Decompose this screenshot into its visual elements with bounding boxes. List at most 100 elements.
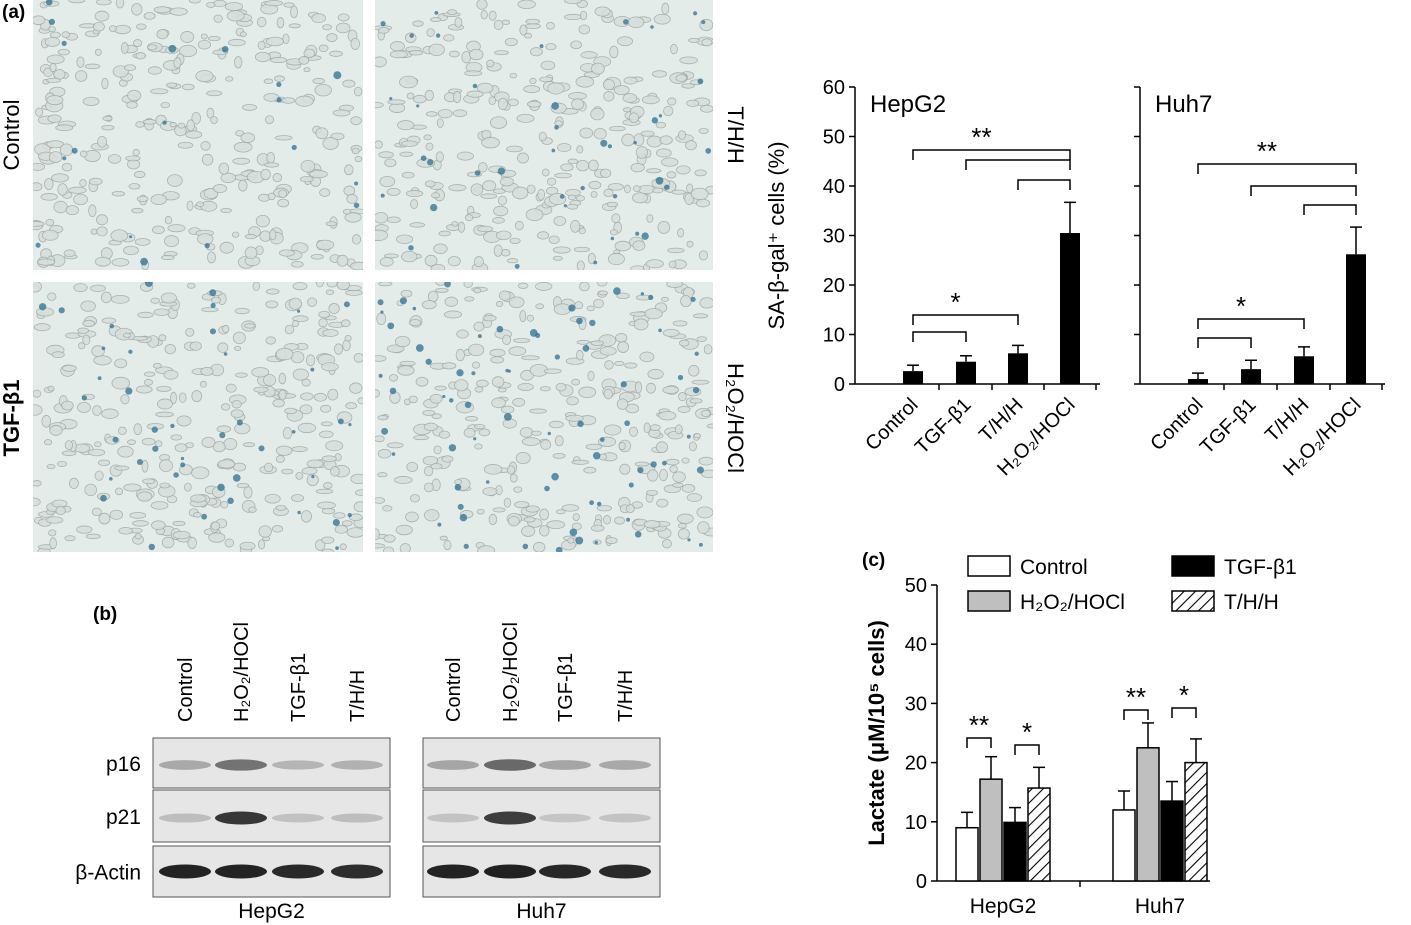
blue-stained-cell bbox=[380, 21, 386, 27]
cell bbox=[210, 521, 221, 531]
cell bbox=[313, 392, 327, 402]
bar-white bbox=[1112, 809, 1136, 882]
blue-stained-cell bbox=[399, 297, 407, 305]
cell bbox=[155, 411, 174, 418]
cell bbox=[342, 208, 352, 215]
cell bbox=[441, 455, 454, 463]
cell bbox=[167, 174, 183, 187]
bar-3 bbox=[1060, 233, 1080, 384]
cell bbox=[351, 234, 362, 245]
blot-band bbox=[331, 760, 383, 770]
cell bbox=[216, 425, 232, 433]
lane-label: T/H/H bbox=[615, 670, 637, 722]
cell bbox=[120, 394, 130, 405]
cell bbox=[672, 471, 686, 483]
cell bbox=[611, 213, 621, 224]
bar-2 bbox=[1294, 356, 1314, 384]
cell bbox=[156, 398, 173, 410]
cell bbox=[342, 79, 356, 88]
cell bbox=[473, 321, 485, 332]
cell bbox=[353, 353, 363, 363]
cell bbox=[141, 437, 156, 446]
cell bbox=[184, 482, 192, 492]
blue-stained-cell bbox=[128, 349, 133, 354]
cell bbox=[207, 251, 216, 264]
y-axis-label: SA-β-gal⁺ cells (%) bbox=[764, 141, 789, 329]
cell bbox=[118, 527, 134, 535]
cell bbox=[468, 343, 485, 357]
cell bbox=[349, 382, 363, 394]
blue-stained-cell bbox=[539, 44, 544, 49]
blot-band bbox=[427, 813, 479, 823]
cell bbox=[537, 231, 550, 240]
cell bbox=[350, 37, 360, 50]
cell bbox=[277, 198, 290, 208]
micrograph-h2o2 bbox=[375, 282, 713, 552]
cell bbox=[315, 282, 324, 288]
cell bbox=[375, 56, 387, 68]
cell bbox=[35, 107, 44, 117]
cell bbox=[585, 443, 603, 450]
cell-line-label: HepG2 bbox=[238, 900, 305, 923]
cell bbox=[263, 374, 277, 387]
cell bbox=[409, 222, 426, 228]
blue-stained-cell bbox=[457, 503, 464, 510]
bar-black bbox=[1003, 821, 1027, 882]
cell bbox=[663, 105, 674, 117]
blue-stained-cell bbox=[101, 346, 106, 351]
cell bbox=[519, 427, 534, 438]
cell bbox=[399, 543, 411, 552]
cell bbox=[672, 482, 684, 488]
blue-stained-cell bbox=[551, 102, 559, 110]
bar-hatched bbox=[1184, 761, 1208, 882]
cell bbox=[274, 135, 293, 141]
cell bbox=[512, 186, 529, 200]
cell bbox=[375, 140, 383, 149]
cell bbox=[424, 180, 436, 188]
cell bbox=[177, 141, 194, 149]
blue-stained-cell bbox=[569, 528, 578, 537]
cell bbox=[525, 505, 540, 513]
cell bbox=[53, 200, 68, 214]
cell bbox=[90, 284, 106, 293]
cell bbox=[173, 57, 182, 69]
blue-stained-cell bbox=[387, 322, 395, 330]
cell bbox=[456, 329, 469, 339]
cell bbox=[375, 497, 385, 504]
cell bbox=[688, 441, 697, 452]
blue-stained-cell bbox=[687, 538, 691, 542]
micrograph-thh bbox=[375, 0, 713, 270]
cell bbox=[452, 109, 468, 117]
cell bbox=[397, 120, 415, 131]
cell bbox=[628, 426, 639, 437]
cell bbox=[98, 512, 111, 525]
cell bbox=[278, 372, 286, 385]
cell bbox=[133, 39, 143, 47]
cell bbox=[160, 292, 177, 304]
cell bbox=[44, 37, 61, 47]
y-tick-label: 10 bbox=[823, 325, 845, 347]
blue-stained-cell bbox=[471, 371, 476, 376]
cell bbox=[319, 188, 331, 197]
cell bbox=[540, 60, 556, 71]
cell bbox=[220, 172, 237, 183]
cell bbox=[408, 319, 422, 326]
cell bbox=[255, 214, 270, 228]
cell bbox=[206, 107, 215, 119]
cell bbox=[514, 501, 530, 509]
cell bbox=[63, 249, 76, 258]
cell bbox=[64, 440, 74, 450]
cell bbox=[409, 494, 420, 503]
western-blot: Control H₂O₂/HOCl TGF-β1 T/H/H HepG2 Control H… bbox=[75, 622, 661, 923]
blue-stained-cell bbox=[434, 10, 439, 15]
cell bbox=[78, 342, 86, 350]
blue-stained-cell bbox=[463, 543, 469, 549]
cell bbox=[519, 24, 528, 36]
cell bbox=[535, 303, 545, 310]
blot-band bbox=[159, 760, 211, 770]
cell bbox=[509, 237, 521, 244]
cell bbox=[172, 530, 191, 540]
cell bbox=[571, 459, 590, 465]
cell bbox=[454, 379, 469, 392]
cell bbox=[529, 47, 543, 57]
